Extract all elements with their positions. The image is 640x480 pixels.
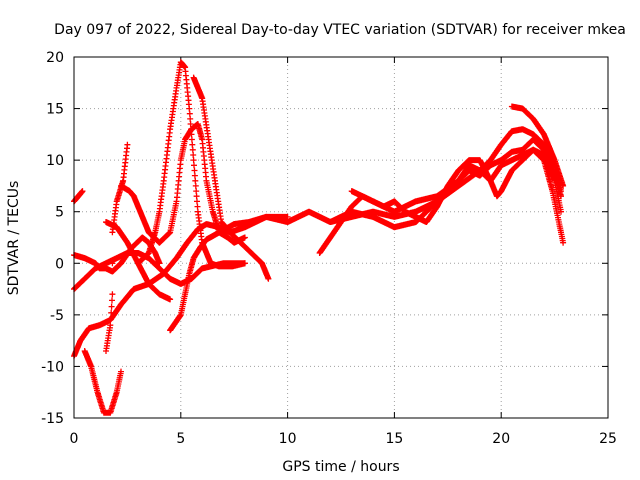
data-point-markers [118, 121, 248, 246]
data-point-markers [71, 188, 86, 205]
data-series [71, 59, 567, 416]
x-tick-label: 15 [385, 431, 403, 447]
series-arc-14 [348, 146, 564, 225]
y-tick-label: 20 [46, 50, 64, 66]
data-point-markers [81, 348, 124, 416]
y-tick-label: 15 [46, 102, 64, 118]
y-tick-label: 0 [55, 256, 64, 272]
data-point-markers [103, 141, 131, 354]
y-axis-label: SDTVAR / TECUs [6, 181, 22, 296]
series-arc-3 [71, 250, 248, 293]
y-tick-label: -15 [41, 411, 64, 427]
axis-ticks: 0 5 10 15 20 25 -15 -10 -5 0 5 10 15 20 [41, 50, 617, 447]
x-tick-label: 20 [492, 431, 510, 447]
series-arc-15 [508, 103, 567, 189]
y-tick-label: 5 [55, 205, 64, 221]
data-point-markers [348, 146, 564, 225]
x-tick-label: 25 [599, 431, 617, 447]
y-tick-label: -10 [41, 359, 64, 375]
grid [74, 57, 608, 418]
chart-title: Day 097 of 2022, Sidereal Day-to-day VTE… [54, 22, 626, 38]
series-arc-1 [71, 188, 86, 205]
series-arc-6 [103, 141, 131, 354]
data-point-markers [71, 250, 248, 293]
series-arc-11 [190, 74, 564, 236]
plot-frame [73, 56, 609, 419]
series-arc-9 [118, 121, 248, 246]
x-tick-label: 10 [279, 431, 297, 447]
x-axis-label: GPS time / hours [282, 459, 399, 475]
series-arc-7 [103, 219, 174, 303]
y-tick-label: -5 [50, 308, 64, 324]
x-tick-label: 5 [176, 431, 185, 447]
data-point-markers [135, 59, 248, 270]
data-point-markers [190, 74, 564, 236]
data-point-markers [103, 219, 174, 303]
series-arc-10 [135, 59, 248, 270]
y-tick-label: 10 [46, 153, 64, 169]
series-arc-5 [81, 348, 124, 416]
x-tick-label: 0 [70, 431, 79, 447]
data-point-markers [508, 103, 567, 189]
